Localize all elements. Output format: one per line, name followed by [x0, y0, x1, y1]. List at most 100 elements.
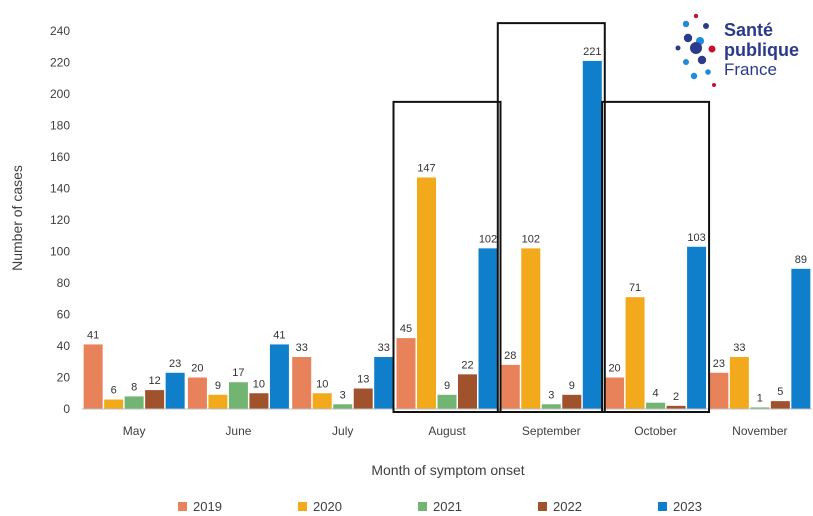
- highlight-box-october: [601, 100, 711, 413]
- bar-2023-october: [687, 246, 707, 409]
- logo-text: Santé publique France: [724, 20, 799, 80]
- data-label: 8: [131, 381, 137, 393]
- bar-2021-june: [228, 382, 248, 409]
- legend: 2019 2020 2021 2022 2023: [178, 499, 702, 514]
- data-label: 10: [253, 378, 265, 390]
- bar-2023-september: [582, 60, 602, 410]
- legend-label-2019: 2019: [193, 499, 222, 514]
- data-label: 20: [191, 363, 203, 375]
- y-tick-label: 20: [57, 371, 71, 385]
- x-tick-label: July: [332, 424, 353, 438]
- bar-2020-may: [104, 399, 124, 409]
- legend-swatch-2023: [658, 502, 667, 511]
- bar-2020-november: [729, 357, 749, 409]
- bar-2020-july: [312, 393, 332, 409]
- bar-2020-august: [417, 177, 436, 409]
- logo-line-2: publique: [724, 40, 799, 60]
- data-label: 23: [169, 358, 181, 370]
- highlight-box-august: [392, 100, 502, 413]
- data-label: 33: [378, 342, 390, 354]
- bar-2021-july: [333, 404, 353, 409]
- bar-2022-november: [770, 401, 790, 409]
- y-tick-label: 60: [57, 308, 71, 322]
- bar-2023-november: [791, 268, 811, 409]
- data-label: 20: [608, 363, 620, 375]
- bar-2023-august: [478, 248, 498, 409]
- y-tick-label: 200: [50, 87, 70, 101]
- legend-label-2020: 2020: [313, 499, 342, 514]
- legend-label-2021: 2021: [433, 499, 462, 514]
- data-label: 102: [522, 233, 540, 245]
- y-axis: 0 20 40 60 80 100 120 140 160 180 200 220 240: [50, 24, 70, 416]
- bar-2021-september: [541, 404, 561, 409]
- data-label: 23: [713, 358, 725, 370]
- y-tick-label: 240: [50, 24, 70, 38]
- bar-2019-november: [709, 372, 729, 409]
- bar-2023-june: [269, 344, 289, 409]
- bar-2021-august: [437, 394, 457, 409]
- data-label: 28: [504, 350, 516, 362]
- highlight-box-september: [496, 22, 606, 413]
- bar-2021-october: [646, 402, 666, 409]
- bar-2022-june: [249, 393, 269, 409]
- x-tick-label: June: [225, 424, 251, 438]
- data-label: 10: [316, 378, 328, 390]
- data-label: 9: [215, 380, 221, 392]
- x-tick-label: May: [123, 424, 146, 438]
- data-label: 33: [733, 342, 745, 354]
- bar-2023-july: [374, 357, 394, 409]
- bar-2023-may: [165, 372, 185, 409]
- data-label: 4: [653, 388, 659, 400]
- data-label: 9: [444, 380, 450, 392]
- legend-swatch-2020: [298, 502, 307, 511]
- legend-swatch-2021: [418, 502, 427, 511]
- y-tick-label: 40: [57, 339, 71, 353]
- bar-2019-june: [187, 377, 207, 409]
- bar-2021-may: [124, 396, 144, 409]
- x-tick-label: November: [732, 424, 787, 438]
- data-label: 22: [461, 359, 473, 371]
- data-label: 33: [296, 342, 308, 354]
- y-tick-label: 100: [50, 245, 70, 259]
- y-axis-title: Number of cases: [9, 165, 25, 271]
- bar-2020-september: [521, 248, 541, 409]
- legend-label-2023: 2023: [673, 499, 702, 514]
- data-label: 71: [629, 282, 641, 294]
- x-tick-label: August: [428, 424, 466, 438]
- data-label: 12: [149, 375, 161, 387]
- data-label: 102: [479, 233, 497, 245]
- bar-2022-may: [145, 390, 165, 409]
- x-tick-label: September: [522, 424, 581, 438]
- logo-line-1: Santé: [724, 20, 774, 40]
- data-label: 5: [777, 386, 783, 398]
- data-label: 6: [111, 385, 117, 397]
- legend-swatch-2019: [178, 502, 187, 511]
- legend-label-2022: 2022: [553, 499, 582, 514]
- bar-2021-november: [750, 407, 770, 409]
- bar-2022-september: [562, 394, 582, 409]
- x-axis-title: Month of symptom onset: [371, 462, 524, 478]
- y-tick-label: 220: [50, 56, 70, 70]
- data-label: 45: [400, 323, 412, 335]
- bar-2020-june: [208, 394, 228, 409]
- data-label: 3: [340, 389, 346, 401]
- y-tick-label: 180: [50, 119, 70, 133]
- bar-2019-september: [500, 364, 520, 409]
- bar-2022-july: [353, 388, 373, 409]
- bar-2019-may: [83, 344, 103, 409]
- data-label: 103: [687, 232, 705, 244]
- bar-2019-august: [396, 338, 416, 409]
- y-tick-label: 160: [50, 150, 70, 164]
- data-label: 1: [757, 392, 763, 404]
- bar-2019-july: [292, 357, 312, 409]
- y-tick-label: 140: [50, 182, 70, 196]
- data-label: 3: [548, 389, 554, 401]
- highlight-boxes: [392, 22, 711, 413]
- sante-publique-france-logo: Santé publique France: [672, 10, 812, 92]
- bar-2020-october: [625, 297, 645, 409]
- data-label: 221: [583, 46, 601, 58]
- logo-dots-icon: [675, 13, 716, 87]
- x-tick-label: October: [634, 424, 677, 438]
